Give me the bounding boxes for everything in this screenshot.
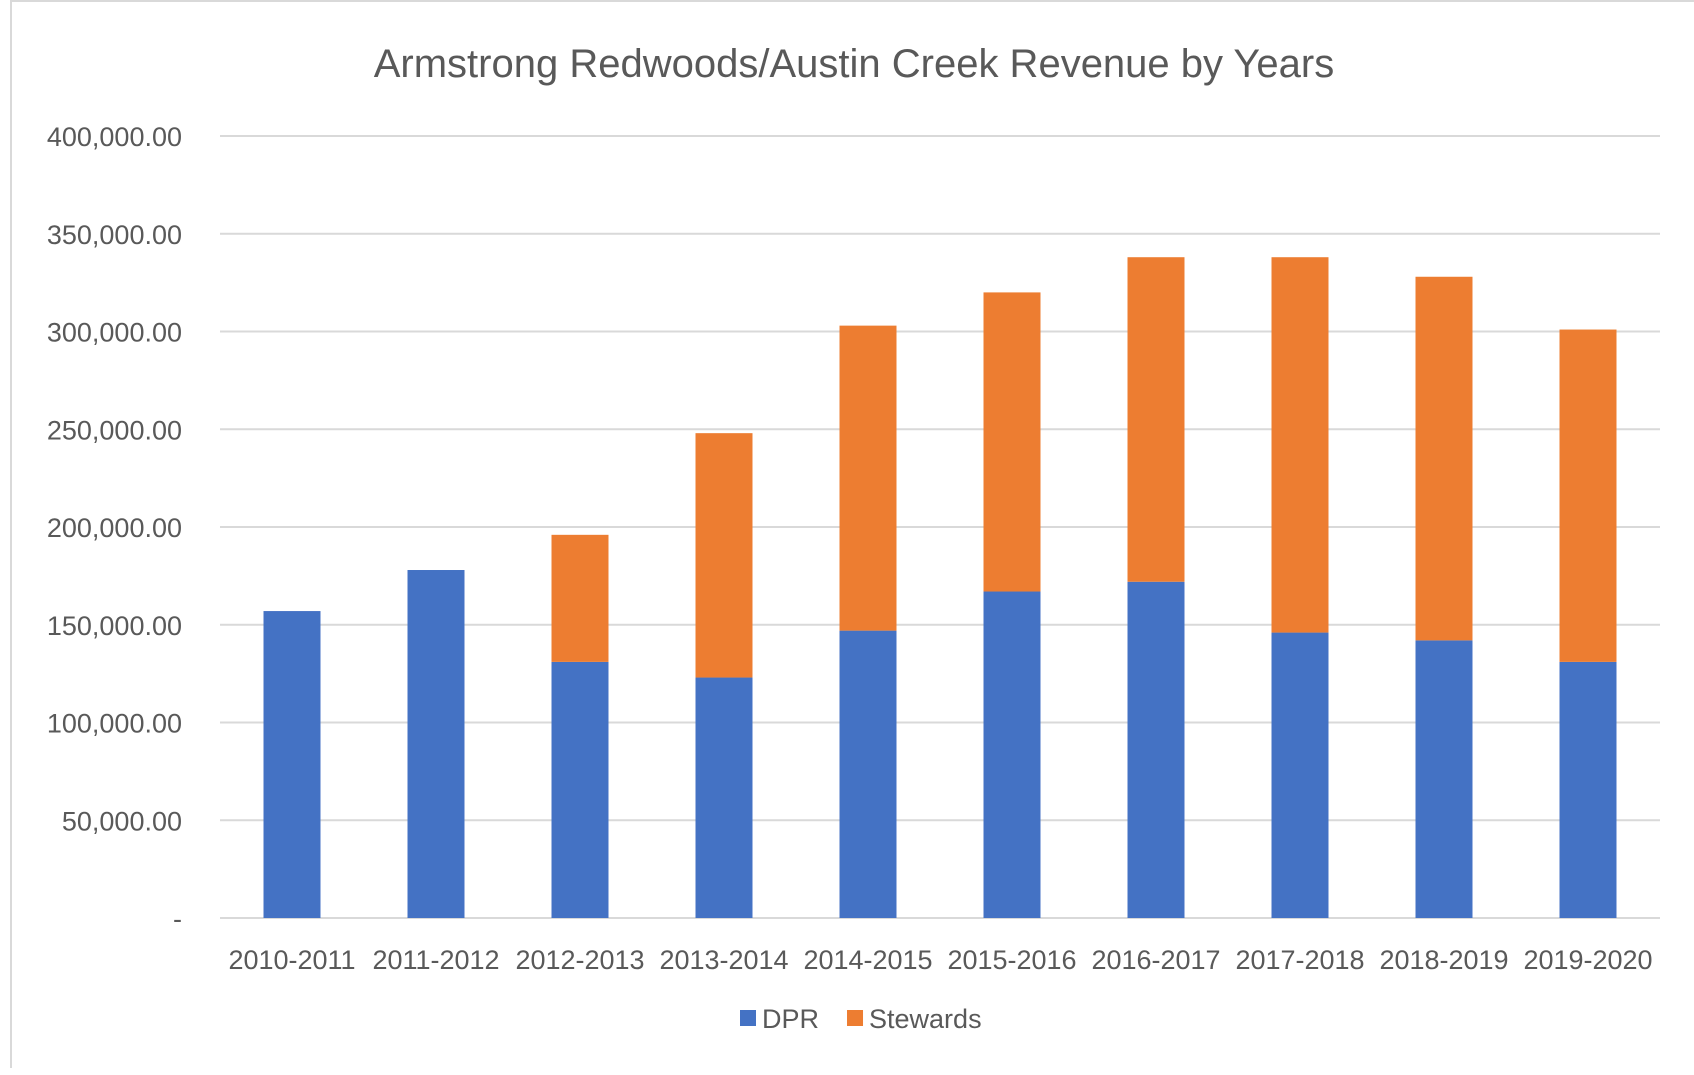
- y-tick-label: 200,000.00: [47, 513, 182, 543]
- bar-dpr-2017-2018: [1271, 632, 1329, 918]
- legend-swatch-dpr: [740, 1010, 756, 1026]
- y-tick-label: 300,000.00: [47, 318, 182, 348]
- x-tick-label: 2015-2016: [947, 945, 1076, 975]
- y-tick-label: 150,000.00: [47, 611, 182, 641]
- x-tick-label: 2016-2017: [1091, 945, 1220, 975]
- bar-stewards-2014-2015: [839, 325, 897, 631]
- x-tick-label: 2010-2011: [228, 945, 355, 975]
- legend-swatch-stewards: [847, 1010, 864, 1026]
- y-axis-tick-labels: - 50,000.00 100,000.00 150,000.00 200,000.00…: [47, 122, 182, 934]
- x-tick-label: 2013-2014: [659, 945, 788, 975]
- y-tick-label: 400,000.00: [47, 122, 182, 152]
- bars: [263, 257, 1617, 918]
- chart-svg: Armstrong Redwoods/Austin Creek Revenue …: [47, 42, 1660, 1034]
- bar-dpr-2014-2015: [839, 630, 897, 918]
- bar-dpr-2016-2017: [1127, 581, 1185, 918]
- x-axis-tick-labels: 2010-2011 2011-2012 2012-2013 2013-2014 2014…: [228, 945, 1652, 975]
- legend-label-stewards: Stewards: [869, 1004, 982, 1034]
- legend: DPR Stewards: [740, 1004, 982, 1034]
- bar-dpr-2012-2013: [551, 661, 609, 918]
- bar-dpr-2018-2019: [1415, 640, 1473, 918]
- chart-frame: Armstrong Redwoods/Austin Creek Revenue …: [10, 0, 1694, 1068]
- x-tick-label: 2012-2013: [515, 945, 644, 975]
- bar-dpr-2013-2014: [695, 677, 753, 918]
- bar-dpr-2015-2016: [983, 591, 1041, 918]
- bar-stewards-2017-2018: [1271, 257, 1329, 633]
- bar-dpr-2010-2011: [263, 611, 321, 918]
- y-tick-label: -: [173, 904, 182, 934]
- bar-stewards-2013-2014: [695, 433, 753, 678]
- bar-dpr-2019-2020: [1559, 661, 1617, 918]
- y-tick-label: 250,000.00: [47, 415, 182, 445]
- bar-stewards-2012-2013: [551, 534, 609, 662]
- bar-dpr-2011-2012: [407, 570, 465, 918]
- bar-stewards-2019-2020: [1559, 329, 1617, 662]
- x-tick-label: 2018-2019: [1379, 945, 1508, 975]
- bar-stewards-2015-2016: [983, 292, 1041, 592]
- bar-stewards-2018-2019: [1415, 276, 1473, 641]
- y-tick-label: 350,000.00: [47, 220, 182, 250]
- y-tick-label: 50,000.00: [62, 806, 182, 836]
- legend-label-dpr: DPR: [762, 1004, 819, 1034]
- y-tick-label: 100,000.00: [47, 709, 182, 739]
- x-tick-label: 2017-2018: [1235, 945, 1364, 975]
- chart-title: Armstrong Redwoods/Austin Creek Revenue …: [374, 42, 1335, 86]
- x-tick-label: 2019-2020: [1523, 945, 1652, 975]
- bar-stewards-2016-2017: [1127, 257, 1185, 582]
- x-tick-label: 2011-2012: [372, 945, 499, 975]
- x-tick-label: 2014-2015: [803, 945, 932, 975]
